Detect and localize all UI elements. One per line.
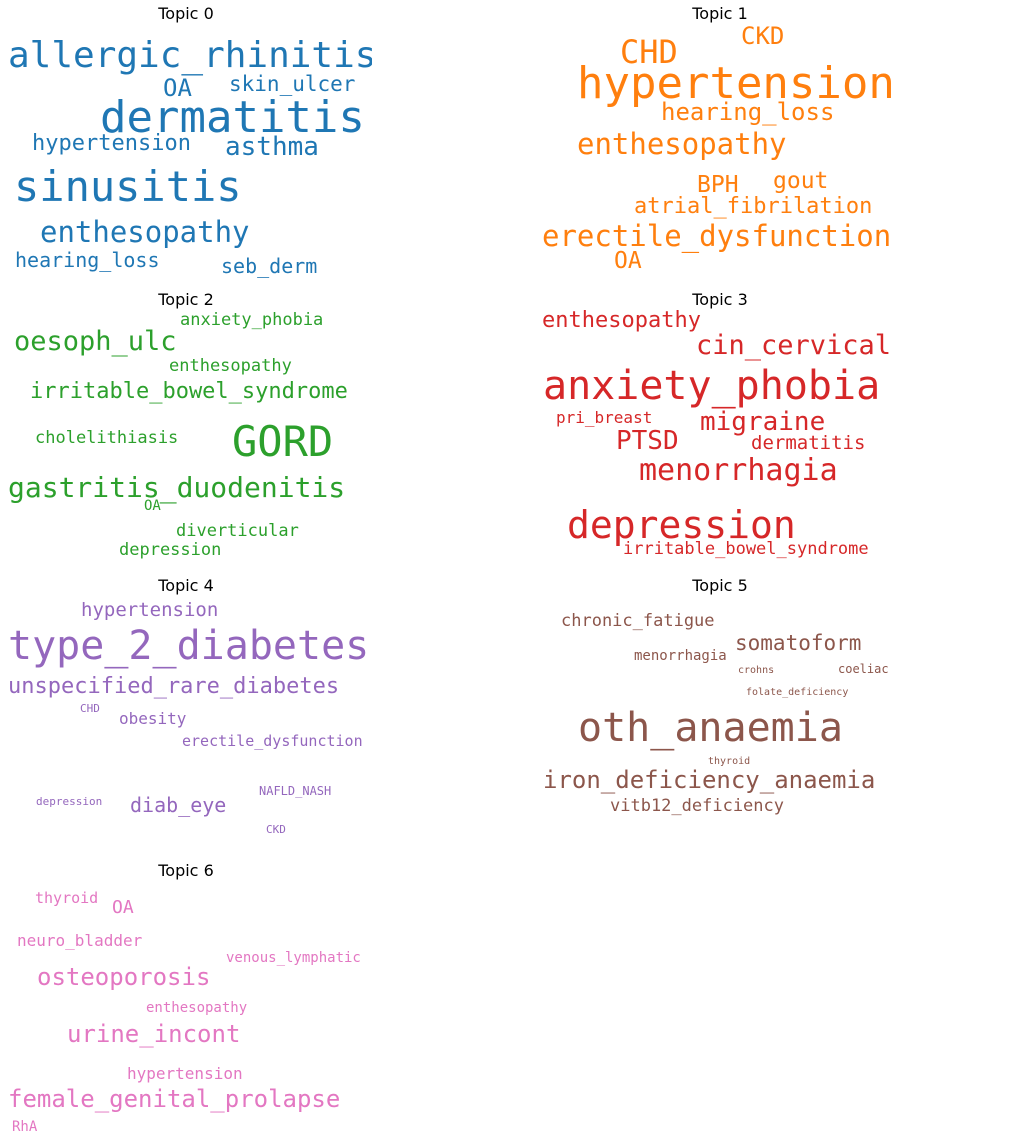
word: hypertension (577, 58, 895, 109)
topic-3-panel: Topic 3 enthesopathy cin_cervical anxiet… (535, 286, 905, 566)
topic-2-wordcloud: anxiety_phobia oesoph_ulc enthesopathy i… (0, 310, 372, 566)
topic-6-title: Topic 6 (158, 861, 214, 880)
word: diverticular (176, 521, 299, 541)
word: asthma (225, 132, 319, 162)
word: depression (119, 540, 222, 560)
word: enthesopathy (40, 215, 250, 249)
word: thyroid (35, 889, 99, 907)
word: chronic_fatigue (561, 611, 715, 631)
word: CHD (620, 33, 678, 71)
word: diab_eye (130, 793, 227, 817)
word: hearing_loss (15, 248, 160, 272)
word: CKD (266, 823, 286, 836)
word: obesity (119, 709, 187, 728)
topic-1-wordcloud: CKD CHD hypertension hearing_loss enthes… (535, 24, 905, 280)
word: urine_incont (67, 1020, 241, 1048)
word: enthesopathy (577, 127, 787, 161)
word: unspecified_rare_diabetes (8, 674, 340, 699)
word: irritable_bowel_syndrome (30, 379, 348, 404)
word: RhA (12, 1119, 38, 1135)
word: OA (112, 897, 134, 918)
topic-5-title: Topic 5 (692, 576, 748, 595)
word: depression (36, 795, 103, 808)
word: irritable_bowel_syndrome (623, 539, 869, 559)
topic-6-wordcloud: thyroid OA neuro_bladder venous_lymphati… (0, 881, 372, 1144)
word: anxiety_phobia (180, 310, 324, 330)
word: erectile_dysfunction (182, 732, 363, 750)
word: somatoform (735, 631, 862, 655)
topic-0-title: Topic 0 (158, 4, 214, 23)
word: GORD (232, 417, 334, 466)
word: hypertension (81, 599, 219, 621)
word: sinusitis (14, 162, 242, 211)
word: pri_breast (556, 408, 653, 427)
word: atrial_fibrilation (634, 194, 873, 219)
word: thyroid (708, 756, 751, 767)
topic-6-panel: Topic 6 thyroid OA neuro_bladder venous_… (0, 857, 372, 1144)
topic-5-panel: Topic 5 chronic_fatigue somatoform menor… (535, 572, 905, 852)
word: seb_derm (221, 254, 318, 278)
topic-4-wordcloud: hypertension type_2_diabetes unspecified… (0, 596, 372, 852)
word: female_genital_prolapse (8, 1085, 341, 1113)
word: iron_deficiency_anaemia (543, 766, 876, 794)
word: enthesopathy (146, 1000, 248, 1016)
word: crohns (738, 665, 775, 676)
word: dermatitis (751, 432, 866, 454)
topic-1-title: Topic 1 (692, 4, 748, 23)
word: enthesopathy (542, 310, 701, 333)
topic-4-panel: Topic 4 hypertension type_2_diabetes uns… (0, 572, 372, 852)
word: gout (773, 168, 829, 194)
word: gastritis_duodenitis (8, 471, 346, 504)
word: venous_lymphatic (226, 950, 361, 966)
word: anxiety_phobia (543, 363, 881, 409)
topic-4-title: Topic 4 (158, 576, 214, 595)
topic-2-panel: Topic 2 anxiety_phobia oesoph_ulc enthes… (0, 286, 372, 566)
topic-3-title: Topic 3 (692, 290, 748, 309)
word: erectile_dysfunction (542, 219, 892, 253)
word: dermatitis (100, 92, 365, 143)
word: migraine (700, 407, 826, 437)
word: menorrhagia (639, 453, 838, 488)
word: BPH (697, 172, 739, 198)
word: OA (144, 498, 161, 514)
word: oth_anaemia (578, 705, 843, 751)
word: allergic_rhinitis (8, 35, 372, 76)
word: hypertension (127, 1064, 243, 1083)
word: CHD (80, 702, 100, 715)
word: neuro_bladder (17, 931, 143, 950)
topic-0-panel: Topic 0 allergic_rhinitis OA skin_ulcer … (0, 0, 372, 282)
word: skin_ulcer (229, 72, 356, 96)
word: coeliac (838, 662, 889, 676)
topic-3-wordcloud: enthesopathy cin_cervical anxiety_phobia… (535, 310, 905, 566)
word: menorrhagia (634, 648, 727, 664)
topic-2-title: Topic 2 (158, 290, 214, 309)
topic-5-wordcloud: chronic_fatigue somatoform menorrhagia c… (535, 596, 905, 852)
word: oesoph_ulc (14, 326, 177, 357)
word: enthesopathy (169, 356, 292, 376)
word: hypertension (32, 131, 191, 156)
word: NAFLD_NASH (259, 784, 332, 798)
word: hearing_loss (661, 98, 835, 126)
word: depression (567, 503, 796, 547)
word: type_2_diabetes (8, 623, 370, 669)
topic-0-wordcloud: allergic_rhinitis OA skin_ulcer dermatit… (0, 24, 372, 280)
word: CKD (741, 24, 785, 50)
word: cholelithiasis (35, 428, 179, 448)
topic-1-panel: Topic 1 CKD CHD hypertension hearing_los… (535, 0, 905, 282)
word: osteoporosis (37, 963, 211, 991)
word: OA (163, 74, 192, 102)
word: vitb12_deficiency (610, 796, 784, 816)
word: OA (614, 248, 642, 274)
word: folate_deficiency (746, 687, 849, 698)
word: PTSD (616, 426, 679, 456)
word: cin_cervical (696, 330, 892, 361)
